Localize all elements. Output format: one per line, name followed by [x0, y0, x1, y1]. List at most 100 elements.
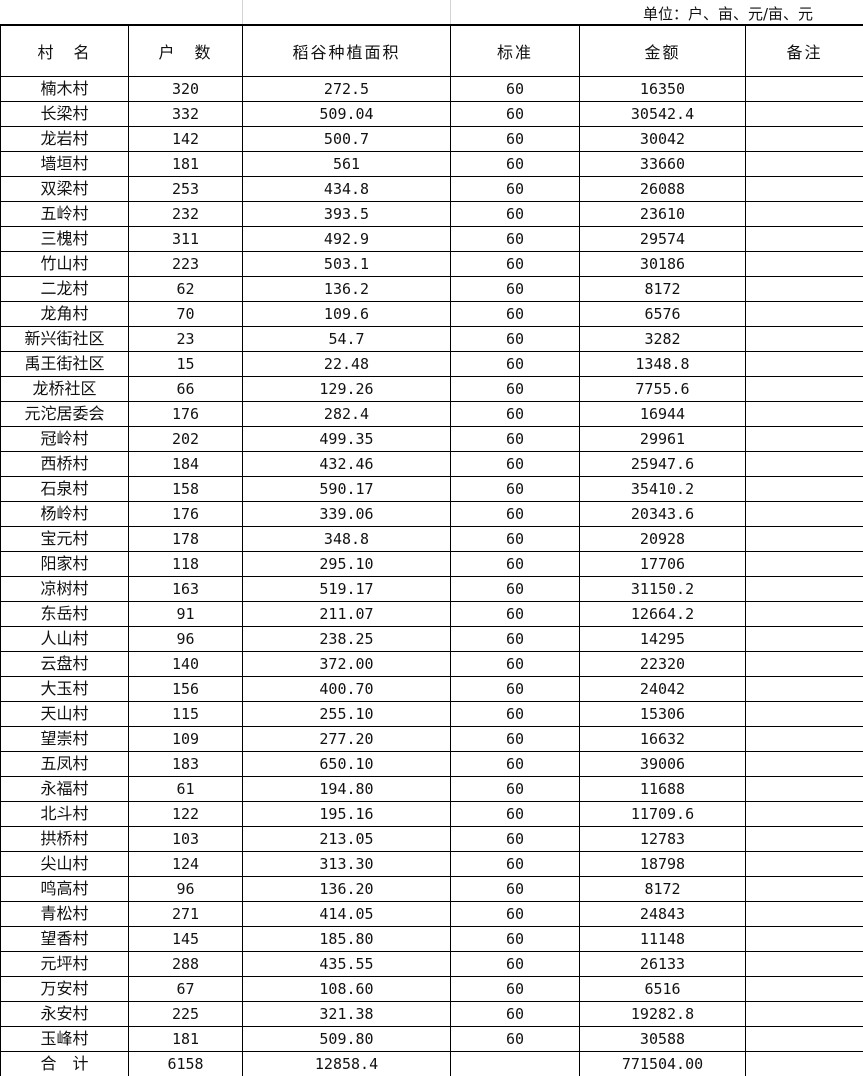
cell-standard: 60: [451, 77, 580, 102]
cell-remarks: [746, 102, 863, 127]
cell-standard: 60: [451, 377, 580, 402]
cell-remarks: [746, 1027, 863, 1052]
cell-standard: 60: [451, 952, 580, 977]
cell-amount: 771504.00: [580, 1052, 746, 1076]
cell-remarks: [746, 927, 863, 952]
cell-area: 282.4: [243, 402, 451, 427]
cell-amount: 29961: [580, 427, 746, 452]
cell-households: 66: [129, 377, 243, 402]
cell-standard: 60: [451, 477, 580, 502]
cell-amount: 39006: [580, 752, 746, 777]
cell-remarks: [746, 277, 863, 302]
cell-village: 冠岭村: [1, 427, 129, 452]
cell-area: 434.8: [243, 177, 451, 202]
cell-remarks: [746, 1002, 863, 1027]
cell-area: 272.5: [243, 77, 451, 102]
cell-standard: 60: [451, 902, 580, 927]
cell-village: 东岳村: [1, 602, 129, 627]
cell-amount: 1348.8: [580, 352, 746, 377]
cell-village: 青松村: [1, 902, 129, 927]
cell-village: 玉峰村: [1, 1027, 129, 1052]
cell-standard: 60: [451, 552, 580, 577]
cell-amount: 11148: [580, 927, 746, 952]
cell-area: 238.25: [243, 627, 451, 652]
cell-village: 人山村: [1, 627, 129, 652]
cell-amount: 19282.8: [580, 1002, 746, 1027]
cell-households: 109: [129, 727, 243, 752]
cell-standard: 60: [451, 227, 580, 252]
cell-amount: 33660: [580, 152, 746, 177]
cell-village: 长梁村: [1, 102, 129, 127]
header-households: 户 数: [129, 26, 243, 77]
cell-standard: 60: [451, 502, 580, 527]
cell-households: 181: [129, 152, 243, 177]
header-area: 稻谷种植面积: [243, 26, 451, 77]
cell-area: 295.10: [243, 552, 451, 577]
cell-households: 158: [129, 477, 243, 502]
cell-amount: 16632: [580, 727, 746, 752]
cell-remarks: [746, 902, 863, 927]
cell-amount: 3282: [580, 327, 746, 352]
cell-amount: 11709.6: [580, 802, 746, 827]
cell-remarks: [746, 177, 863, 202]
cell-households: 115: [129, 702, 243, 727]
cell-standard: 60: [451, 652, 580, 677]
cell-households: 145: [129, 927, 243, 952]
cell-standard: 60: [451, 202, 580, 227]
cell-area: 194.80: [243, 777, 451, 802]
cell-households: 288: [129, 952, 243, 977]
header-amount: 金额: [580, 26, 746, 77]
cell-village: 大玉村: [1, 677, 129, 702]
cell-amount: 25947.6: [580, 452, 746, 477]
cell-amount: 6516: [580, 977, 746, 1002]
cell-village: 阳家村: [1, 552, 129, 577]
cell-households: 183: [129, 752, 243, 777]
cell-area: 499.35: [243, 427, 451, 452]
cell-households: 320: [129, 77, 243, 102]
cell-area: 561: [243, 152, 451, 177]
cell-standard: 60: [451, 752, 580, 777]
cell-remarks: [746, 527, 863, 552]
cell-remarks: [746, 852, 863, 877]
cell-standard: 60: [451, 1027, 580, 1052]
cell-area: 590.17: [243, 477, 451, 502]
cell-remarks: [746, 952, 863, 977]
cell-households: 163: [129, 577, 243, 602]
cell-area: 185.80: [243, 927, 451, 952]
cell-remarks: [746, 602, 863, 627]
unit-label: 单位：户、亩、元/亩、元: [643, 3, 813, 24]
cell-remarks: [746, 877, 863, 902]
cell-area: 313.30: [243, 852, 451, 877]
cell-households: 67: [129, 977, 243, 1002]
cell-amount: 30186: [580, 252, 746, 277]
cell-village: 望崇村: [1, 727, 129, 752]
cell-area: 348.8: [243, 527, 451, 552]
cell-amount: 26088: [580, 177, 746, 202]
cell-standard: 60: [451, 977, 580, 1002]
cell-village: 双梁村: [1, 177, 129, 202]
cell-village: 尖山村: [1, 852, 129, 877]
cell-standard: 60: [451, 827, 580, 852]
cell-area: 400.70: [243, 677, 451, 702]
cell-remarks: [746, 252, 863, 277]
cell-households: 124: [129, 852, 243, 877]
cell-standard: 60: [451, 1002, 580, 1027]
cell-area: 372.00: [243, 652, 451, 677]
cell-remarks: [746, 652, 863, 677]
cell-households: 311: [129, 227, 243, 252]
cell-remarks: [746, 627, 863, 652]
cell-area: 339.06: [243, 502, 451, 527]
